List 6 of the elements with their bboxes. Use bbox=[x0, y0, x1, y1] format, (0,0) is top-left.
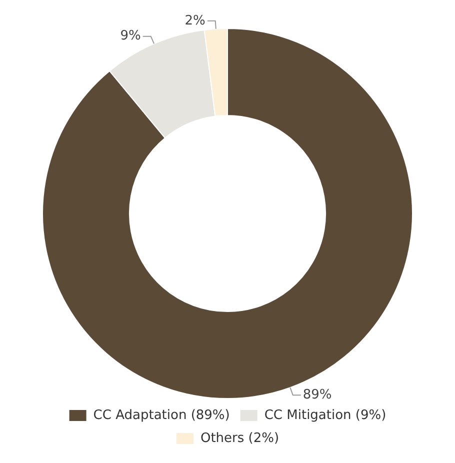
data-label: 2% bbox=[184, 13, 206, 28]
legend-label: CC Mitigation (9%) bbox=[264, 408, 386, 423]
data-label: 89% bbox=[302, 387, 332, 402]
data-label: 9% bbox=[120, 28, 141, 44]
legend-label: Others (2%) bbox=[200, 430, 280, 446]
legend-label: CC Adaptation (89%) bbox=[93, 408, 230, 423]
